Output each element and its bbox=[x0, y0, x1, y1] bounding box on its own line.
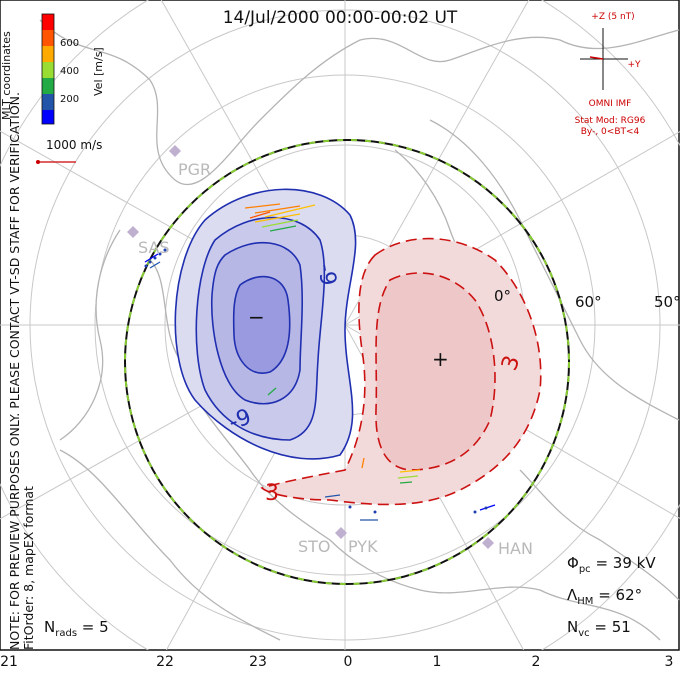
lambda-hm-stat: ΛHM = 62° bbox=[567, 586, 643, 607]
colorbar-tick: 200 bbox=[60, 94, 80, 105]
site-markers bbox=[127, 145, 494, 549]
dusk-cell-marker: − bbox=[248, 305, 265, 329]
imf-y-label: +Y bbox=[627, 60, 641, 70]
mlt-tick: 3 bbox=[664, 654, 674, 670]
imf-z-label: +Z (5 nT) bbox=[591, 12, 635, 22]
mlt-tick: 2 bbox=[531, 654, 541, 670]
coastlines bbox=[39, 19, 680, 641]
hm-boundary-dash bbox=[124, 139, 570, 585]
dawn-cell bbox=[260, 237, 542, 506]
preview-note: NOTE: FOR PREVIEW PURPOSES ONLY. PLEASE … bbox=[7, 92, 36, 650]
dusk-cell bbox=[174, 188, 357, 460]
velocity-vectors bbox=[144, 203, 496, 521]
ref-vector-label: 1000 m/s bbox=[46, 138, 103, 152]
site-label: PYK bbox=[348, 537, 378, 556]
nrads-stat: Nrads = 5 bbox=[44, 618, 109, 639]
imf-model: Stat Mod: RG96 bbox=[574, 116, 646, 126]
nvc-stat: Nvc = 51 bbox=[567, 618, 631, 639]
mlt-tick: 1 bbox=[432, 654, 442, 670]
lat-label: 0° bbox=[494, 287, 512, 305]
site-label: HAN bbox=[498, 539, 533, 558]
contour-label: 3 bbox=[265, 481, 279, 506]
site-label: PGR bbox=[178, 160, 212, 179]
mlt-tick: 21 bbox=[0, 654, 18, 670]
contour-label: -9 bbox=[312, 262, 340, 288]
map-title: 14/Jul/2000 00:00-00:02 UT bbox=[222, 8, 458, 28]
mlt-tick: 0 bbox=[343, 654, 353, 670]
site-label: STO bbox=[298, 537, 331, 556]
phi-pc-stat: Φpc = 39 kV bbox=[567, 554, 656, 575]
site-label: SAS bbox=[138, 238, 170, 257]
colorbar-tick: 400 bbox=[60, 66, 80, 77]
imf-dial bbox=[580, 28, 628, 90]
velocity-colorbar bbox=[41, 13, 55, 125]
colorbar-tick: 600 bbox=[60, 38, 80, 49]
dawn-cell-marker: + bbox=[432, 347, 449, 371]
mlt-tick: 23 bbox=[249, 654, 267, 670]
colorbar-label: Vel [m/s] bbox=[92, 47, 105, 96]
lat-label: 50° bbox=[654, 293, 680, 311]
imf-source: OMNI IMF bbox=[588, 99, 632, 109]
lat-label: 60° bbox=[575, 293, 602, 311]
imf-condition: By-, 0<BT<4 bbox=[580, 127, 640, 137]
mlt-tick: 22 bbox=[156, 654, 174, 670]
